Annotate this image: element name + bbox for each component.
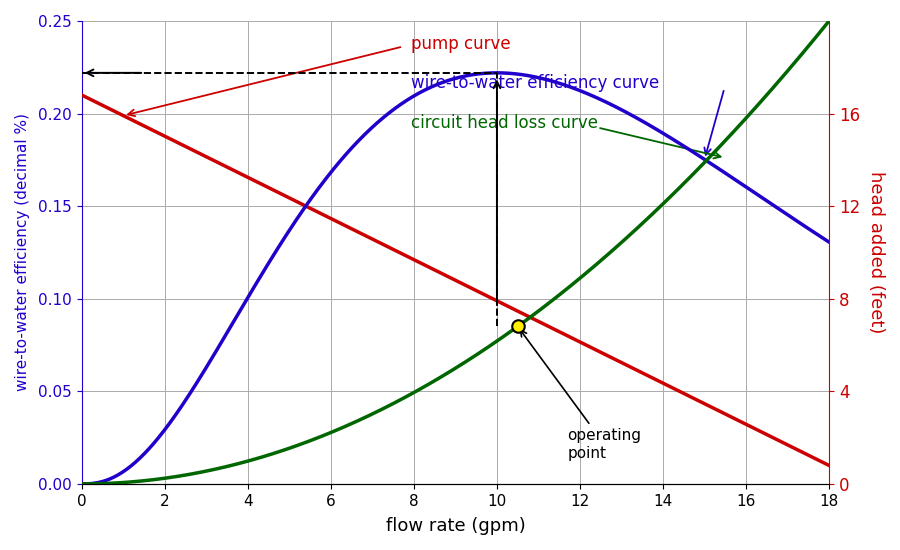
Y-axis label: head added (feet): head added (feet) <box>867 171 885 334</box>
Y-axis label: wire-to-water efficiency (decimal %): wire-to-water efficiency (decimal %) <box>15 113 30 392</box>
Text: wire-to-water efficiency curve: wire-to-water efficiency curve <box>410 74 659 92</box>
X-axis label: flow rate (gpm): flow rate (gpm) <box>385 517 526 535</box>
Text: circuit head loss curve: circuit head loss curve <box>410 114 598 131</box>
Text: pump curve: pump curve <box>410 35 510 53</box>
Text: operating
point: operating point <box>520 330 642 461</box>
